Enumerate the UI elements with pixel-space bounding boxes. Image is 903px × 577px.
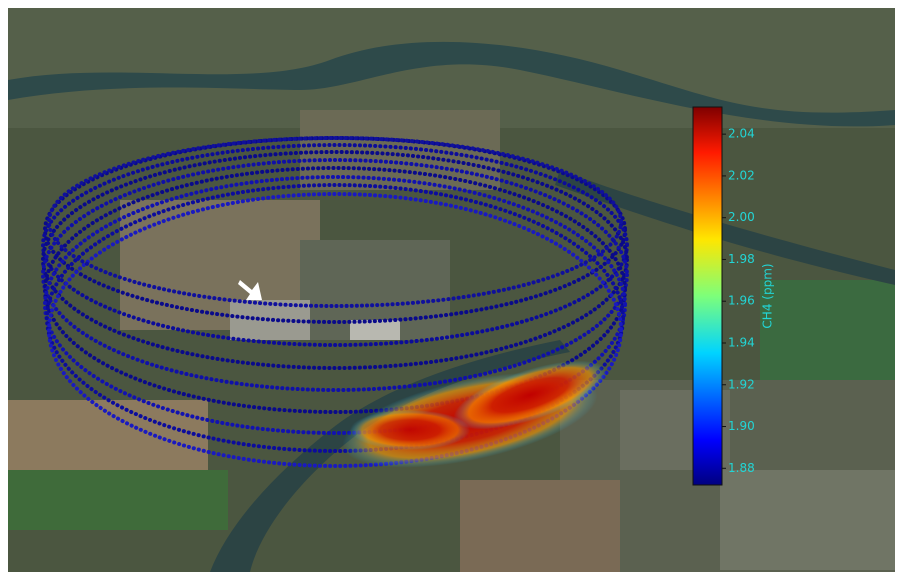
colorbar-tick-label: 2.00: [728, 210, 755, 224]
colorbar-scale: [692, 106, 723, 486]
colorbar-tick-label: 1.96: [728, 294, 755, 308]
colorbar-tick-label: 1.92: [728, 377, 755, 391]
colorbar-tick-label: 1.94: [728, 335, 755, 349]
methane-plume: [342, 360, 607, 468]
measurement-rings: [41, 136, 629, 468]
colorbar-tick-label: 1.88: [728, 461, 755, 475]
colorbar-tick-label: 2.02: [728, 168, 755, 182]
satellite-image: [8, 8, 895, 572]
colorbar-tick-label: 1.98: [728, 252, 755, 266]
colorbar-tick-label: 2.04: [728, 127, 755, 141]
colorbar-tick-label: 1.90: [728, 419, 755, 433]
colorbar-label: CH4 (ppm): [761, 263, 775, 328]
colorbar: CH4 (ppm) 1.88 1.90 1.92 1.94 1.96 1.98 2.00 2.…: [692, 106, 775, 486]
